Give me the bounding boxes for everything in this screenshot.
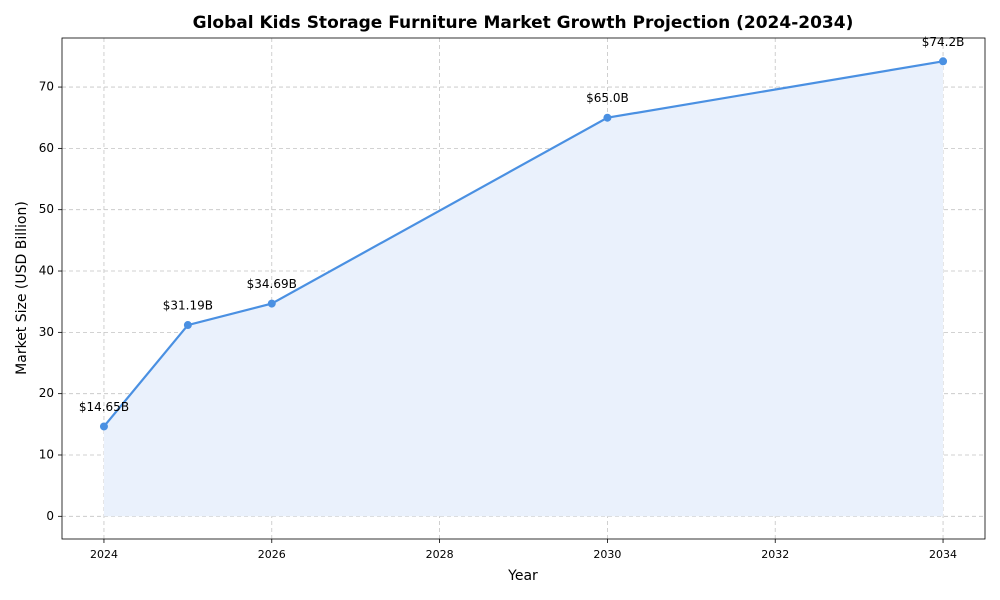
plot-frame bbox=[61, 37, 986, 540]
data-label: $65.0B bbox=[586, 91, 629, 105]
point bbox=[939, 57, 948, 66]
x-tick-label: 2030 bbox=[593, 548, 621, 561]
y-tick-label: 50 bbox=[39, 202, 54, 216]
chart-title: Global Kids Storage Furniture Market Gro… bbox=[193, 13, 854, 33]
x-tick-label: 2032 bbox=[761, 548, 789, 561]
y-tick-label: 0 bbox=[46, 509, 54, 523]
y-tick-label: 20 bbox=[39, 386, 54, 400]
y-tick-label: 40 bbox=[39, 264, 54, 278]
y-tick-label: 10 bbox=[39, 447, 54, 461]
x-tick-label: 2034 bbox=[929, 548, 957, 561]
point bbox=[603, 113, 612, 122]
y-tick-label: 60 bbox=[39, 141, 54, 155]
point bbox=[267, 299, 276, 308]
x-tick-label: 2026 bbox=[258, 548, 286, 561]
x-axis-label: Year bbox=[507, 568, 538, 584]
point bbox=[99, 422, 108, 431]
data-label: $31.19B bbox=[163, 299, 213, 313]
x-tick-label: 2024 bbox=[90, 548, 118, 561]
data-label: $34.69B bbox=[247, 277, 297, 291]
x-tick-label: 2028 bbox=[426, 548, 454, 561]
area bbox=[103, 61, 944, 517]
data-label: $14.65B bbox=[79, 400, 129, 414]
data-label: $74.2B bbox=[922, 35, 965, 49]
y-tick-label: 30 bbox=[39, 325, 54, 339]
y-tick-label: 70 bbox=[39, 80, 54, 94]
point bbox=[183, 321, 192, 330]
y-axis-label: Market Size (USD Billion) bbox=[14, 201, 30, 375]
